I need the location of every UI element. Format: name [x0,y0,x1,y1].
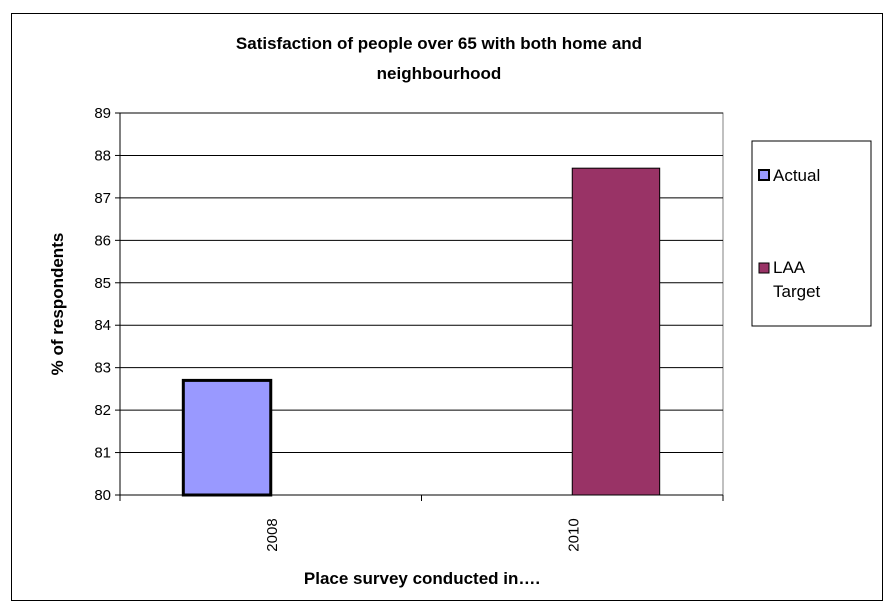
y-tick-label-89: 89 [94,105,111,122]
y-tick-label-85: 85 [94,275,111,292]
y-axis-ticks: 80 81 82 83 84 85 86 87 88 89 [94,105,723,504]
legend: Actual LAA Target [751,140,872,327]
y-tick-label-88: 88 [94,147,111,164]
y-tick-label-80: 80 [94,487,111,504]
bar-actual-2008 [181,378,273,497]
x-tick-label-2010: 2010 [565,518,582,551]
y-tick-label-86: 86 [94,232,111,249]
y-tick-label-84: 84 [94,317,111,334]
legend-box [751,140,872,327]
y-tick-label-81: 81 [94,445,111,462]
y-tick-label-82: 82 [94,402,111,419]
y-axis-title: % of respondents [48,233,67,376]
legend-swatch-laa-target [758,262,770,274]
x-axis-ticks: 2008 2010 [119,495,724,552]
y-tick-label-83: 83 [94,360,111,377]
bar-laa-target-2010 [571,167,661,496]
chart-title-line-2: neighbourhood [377,64,502,83]
legend-label-laa-target-line-2: Target [773,282,821,301]
y-tick-label-87: 87 [94,190,111,207]
legend-label-laa-target-line-1: LAA [773,258,806,277]
x-axis-title: Place survey conducted in…. [304,569,540,588]
bars [181,167,661,497]
legend-label-actual: Actual [773,166,820,185]
chart-title-line-1: Satisfaction of people over 65 with both… [236,34,642,53]
legend-swatch-actual [758,169,770,181]
x-tick-label-2008: 2008 [264,518,281,551]
